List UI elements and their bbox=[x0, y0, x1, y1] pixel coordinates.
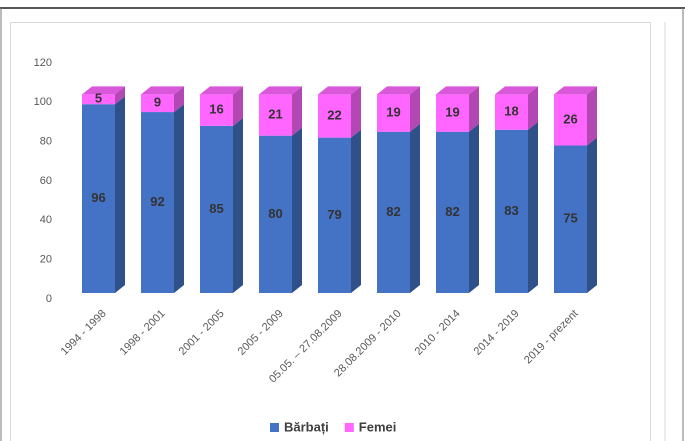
y-tick-label: 100 bbox=[34, 96, 52, 108]
legend-swatch bbox=[344, 423, 354, 432]
bar-segment bbox=[436, 94, 469, 132]
bar-side bbox=[587, 137, 597, 293]
legend-swatch bbox=[270, 423, 279, 432]
bar-side bbox=[469, 123, 479, 293]
bar-top bbox=[554, 86, 597, 95]
bar-segment bbox=[318, 137, 351, 293]
bar-segment bbox=[554, 145, 587, 293]
bar-side bbox=[587, 86, 597, 146]
data-label: 21 bbox=[268, 106, 282, 121]
bar-segment bbox=[436, 131, 469, 293]
bar-side bbox=[410, 86, 420, 132]
data-label: 82 bbox=[445, 204, 459, 219]
bar-side bbox=[233, 117, 243, 293]
bar-segment bbox=[200, 94, 233, 126]
data-label: 82 bbox=[386, 204, 400, 219]
data-label: 85 bbox=[209, 201, 223, 216]
y-tick-label: 40 bbox=[40, 214, 52, 226]
data-label: 16 bbox=[209, 102, 223, 117]
bar-side bbox=[174, 86, 184, 113]
bar-side bbox=[351, 129, 361, 293]
bar-side bbox=[528, 86, 538, 130]
bar-segment bbox=[259, 94, 292, 136]
bar-top bbox=[141, 86, 184, 95]
bar-side bbox=[292, 86, 302, 136]
data-label: 26 bbox=[563, 111, 577, 126]
bar-side bbox=[233, 86, 243, 126]
y-tick-label: 120 bbox=[34, 57, 52, 69]
data-label: 80 bbox=[268, 206, 282, 221]
bar-segment bbox=[259, 135, 292, 293]
bar-side bbox=[410, 123, 420, 293]
bar-top bbox=[377, 86, 420, 95]
y-tick-label: 60 bbox=[40, 175, 52, 187]
bar-segment bbox=[495, 129, 528, 293]
y-tick-label: 80 bbox=[40, 136, 52, 148]
bar-side bbox=[115, 86, 125, 105]
bar-side bbox=[115, 96, 125, 293]
y-tick-label: 20 bbox=[40, 254, 52, 266]
bar-side bbox=[469, 86, 479, 132]
data-label: 92 bbox=[150, 194, 164, 209]
y-tick-label: 0 bbox=[46, 293, 52, 305]
bar-side bbox=[292, 127, 302, 294]
bar-segment bbox=[318, 94, 351, 138]
bar-side bbox=[528, 121, 538, 294]
data-label: 19 bbox=[445, 104, 459, 119]
bar-top bbox=[259, 86, 302, 95]
data-label: 75 bbox=[563, 211, 577, 226]
data-label: 19 bbox=[386, 104, 400, 119]
bar-segment bbox=[377, 94, 410, 132]
legend-label: Femei bbox=[359, 419, 397, 434]
bar-segment bbox=[141, 112, 174, 293]
bar-segment bbox=[554, 94, 587, 146]
data-label: 22 bbox=[327, 107, 341, 122]
bar-segment bbox=[495, 94, 528, 130]
data-label: 18 bbox=[504, 104, 518, 119]
bar-top bbox=[82, 86, 125, 95]
bar-top bbox=[436, 86, 479, 95]
bar-side bbox=[174, 104, 184, 293]
bar-side bbox=[351, 86, 361, 138]
bar-segment bbox=[82, 94, 115, 105]
bar-segment bbox=[377, 131, 410, 293]
bar-segment bbox=[141, 94, 174, 113]
data-label: 83 bbox=[504, 203, 518, 218]
data-label: 96 bbox=[91, 190, 105, 205]
legend-label: Bărbați bbox=[284, 419, 329, 434]
bar-top bbox=[200, 86, 243, 95]
data-label: 79 bbox=[327, 207, 341, 222]
bar-segment bbox=[82, 104, 115, 293]
bar-segment bbox=[200, 125, 233, 293]
data-label: 9 bbox=[154, 95, 161, 110]
bar-top bbox=[495, 86, 538, 95]
bar-top bbox=[318, 86, 361, 95]
data-label: 5 bbox=[95, 91, 102, 106]
